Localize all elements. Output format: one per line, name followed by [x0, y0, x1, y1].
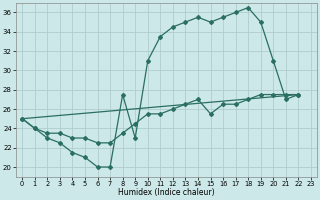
X-axis label: Humidex (Indice chaleur): Humidex (Indice chaleur) [118, 188, 215, 197]
